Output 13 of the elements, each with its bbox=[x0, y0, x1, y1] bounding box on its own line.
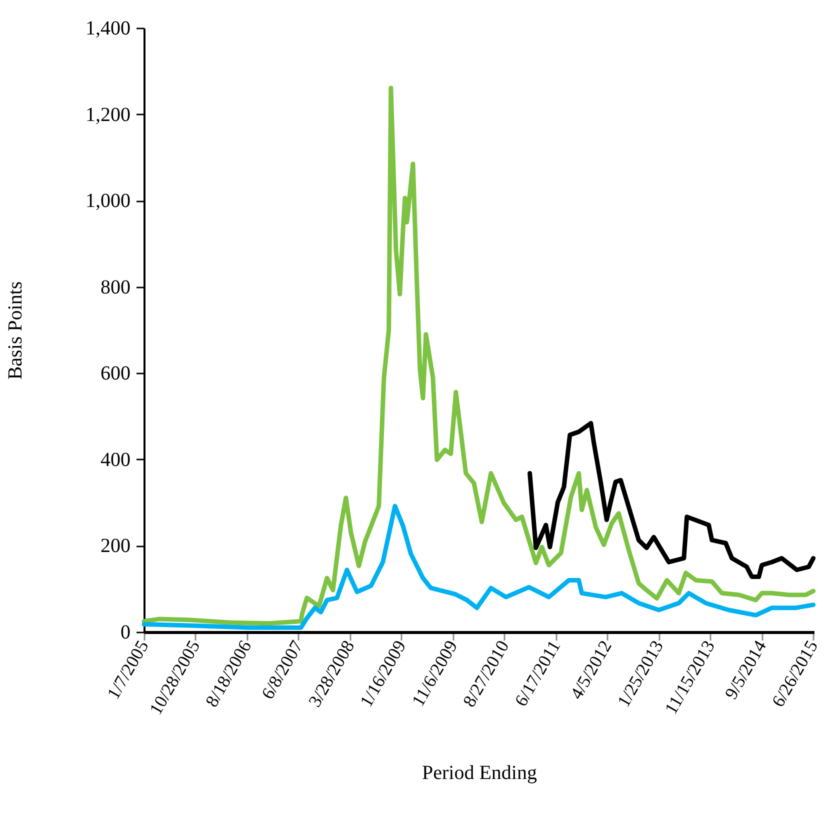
y-tick-label: 1,000 bbox=[86, 190, 130, 212]
y-tick-label: 800 bbox=[100, 276, 130, 298]
y-tick-label: 1,400 bbox=[86, 18, 130, 40]
line-series bbox=[142, 504, 816, 630]
y-tick-label: 200 bbox=[100, 535, 130, 558]
y-tick-label: 600 bbox=[100, 362, 130, 385]
x-axis-title: Period Ending bbox=[422, 762, 537, 784]
line-series bbox=[142, 86, 816, 626]
y-tick-label: 1,200 bbox=[86, 104, 130, 126]
y-tick-label: 400 bbox=[100, 448, 130, 471]
line-series bbox=[528, 420, 816, 580]
y-axis-title: Basis Points bbox=[4, 281, 26, 380]
y-tick-label: 0 bbox=[120, 622, 130, 644]
